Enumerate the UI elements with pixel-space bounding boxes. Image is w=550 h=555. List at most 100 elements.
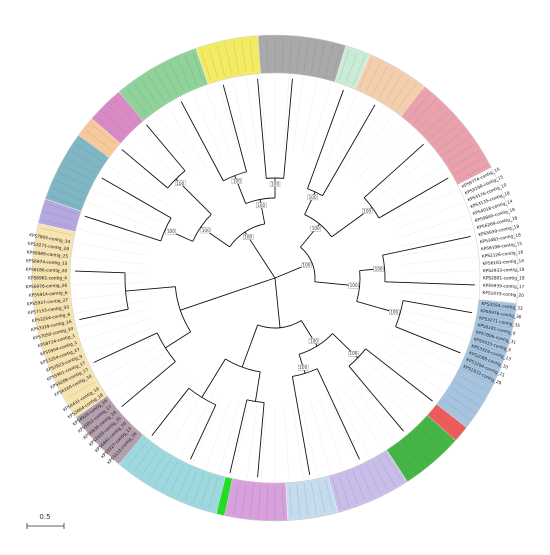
- support-value: 100: [310, 338, 318, 343]
- tree-branch: [146, 124, 186, 172]
- tip-guide-line: [335, 98, 371, 164]
- tip-tick: [339, 49, 350, 81]
- tip-tick: [424, 422, 448, 445]
- tip-tick: [208, 477, 218, 509]
- tree-branch: [218, 277, 276, 298]
- tree-branch: [222, 84, 247, 172]
- tip-tick: [478, 227, 510, 235]
- tip-tick: [391, 78, 410, 106]
- tip-tick: [40, 227, 72, 235]
- support-value: 100: [309, 195, 317, 200]
- tip-tick: [467, 187, 498, 201]
- tip-guide-line: [114, 357, 173, 404]
- tip-guide-line: [391, 188, 458, 222]
- support-box: [231, 178, 243, 184]
- tip-tick: [133, 446, 153, 473]
- tip-tick: [154, 458, 172, 486]
- tip-tick: [241, 40, 247, 73]
- tip-tick: [59, 172, 89, 187]
- tip-guide-line: [92, 188, 159, 222]
- tip-tick: [478, 321, 510, 329]
- tip-tick: [352, 470, 366, 501]
- tip-tick: [438, 130, 465, 151]
- ring-inner-edge: [69, 72, 481, 484]
- support-value: 100: [390, 310, 398, 315]
- tip-guide-line: [218, 402, 240, 474]
- tip-tick: [414, 432, 436, 457]
- tip-tick: [332, 477, 342, 509]
- tip-tick: [35, 285, 68, 287]
- support-box: [200, 227, 211, 234]
- tip-guide-line: [401, 228, 473, 247]
- tree-branch: [348, 365, 404, 432]
- tip-tick: [467, 355, 498, 369]
- tree-branch: [241, 324, 259, 368]
- tip-tick: [85, 130, 112, 151]
- tip-tick: [419, 427, 442, 451]
- tree-arc: [229, 223, 265, 248]
- tip-tick: [44, 335, 76, 345]
- tip-guide-line: [365, 131, 417, 185]
- tip-tick: [184, 470, 198, 501]
- tip-tick: [35, 269, 68, 271]
- support-box: [301, 262, 312, 268]
- tree-branch: [75, 270, 126, 274]
- tip-guide-line: [371, 364, 426, 414]
- tip-guide-line: [335, 392, 371, 458]
- tree-arc: [300, 246, 316, 282]
- tip-tick: [114, 99, 136, 124]
- tip-tick: [55, 362, 86, 376]
- tip-guide-line: [351, 383, 395, 443]
- tip-tick: [266, 485, 268, 518]
- tip-tick: [71, 388, 99, 406]
- tip-guide-line: [402, 242, 475, 256]
- tip-tick: [296, 484, 301, 517]
- tree-branch: [395, 326, 461, 354]
- tip-label: KPS6989-contig_25: [26, 249, 68, 259]
- support-values: 100 100 100 100 100 100 100 100 100 100 100 100 100 1…: [165, 178, 400, 371]
- tip-tick: [147, 74, 165, 102]
- support-box: [362, 208, 373, 214]
- tip-tick: [192, 473, 205, 504]
- tip-tick: [434, 123, 459, 145]
- ring-outer-edge: [31, 34, 519, 522]
- tip-tick: [233, 482, 240, 515]
- tip-guide-line: [232, 79, 249, 151]
- tip-tick: [451, 150, 479, 168]
- tip-tick: [108, 427, 131, 451]
- tip-tick: [461, 369, 491, 384]
- support-box: [373, 266, 384, 272]
- tip-tick: [482, 285, 515, 287]
- tip-tick: [372, 66, 388, 95]
- tree-branch: [316, 368, 360, 460]
- tip-tick: [378, 458, 396, 486]
- tip-tick: [325, 479, 334, 511]
- support-box: [348, 350, 359, 357]
- tip-tick: [37, 306, 70, 312]
- tip-tick: [35, 261, 68, 264]
- tip-tick: [102, 422, 126, 445]
- tree-arc: [174, 286, 192, 332]
- tip-label: KPS7133-contig_33: [28, 304, 70, 316]
- tip-tick: [378, 70, 396, 98]
- clade-color-ring: [31, 34, 519, 522]
- tip-tick: [52, 187, 83, 201]
- tip-tick: [49, 195, 80, 208]
- tip-tick: [447, 143, 475, 162]
- tree-branch: [363, 143, 424, 199]
- tip-tick: [464, 362, 495, 376]
- support-value: 100: [312, 226, 320, 231]
- tip-tick: [208, 47, 218, 79]
- tip-tick: [140, 78, 159, 106]
- tip-guide-line: [310, 82, 332, 154]
- tip-tick: [44, 211, 76, 221]
- tip-tick: [289, 38, 292, 71]
- tip-guide-line: [327, 92, 358, 160]
- tip-guide-line: [398, 215, 469, 239]
- tip-label: KPS2126-contig_18: [482, 249, 524, 259]
- tip-tick: [63, 375, 92, 391]
- tip-guide-line: [343, 105, 383, 168]
- tip-label: KPS6198-contig_15: [481, 241, 523, 253]
